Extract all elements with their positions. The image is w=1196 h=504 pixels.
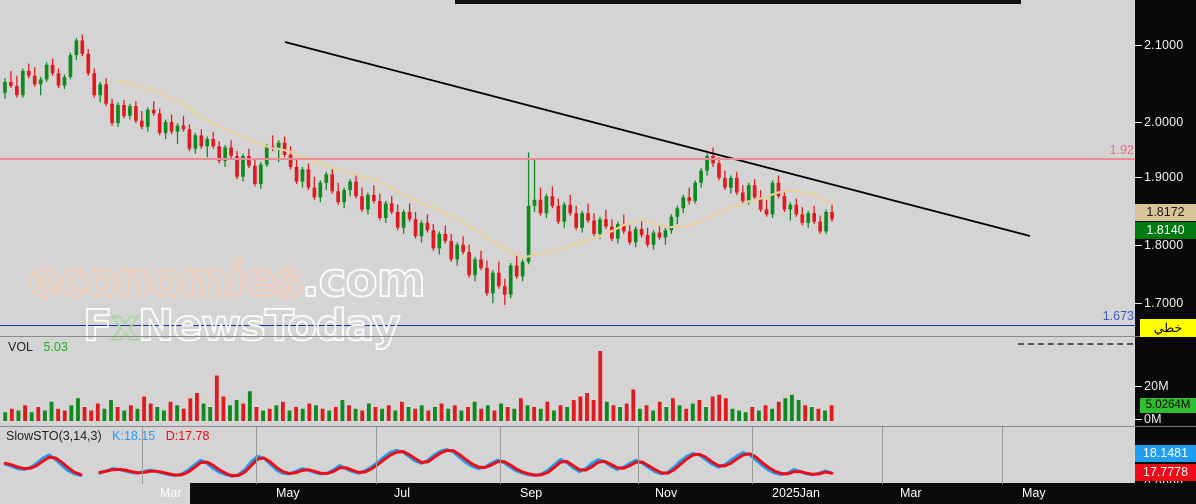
drawing-mode-button[interactable]: خطي — [1140, 319, 1196, 337]
volume-indicator-name: VOL — [8, 340, 34, 354]
volume-panel[interactable] — [0, 338, 1135, 426]
time-gridline — [376, 427, 377, 484]
support-label: 1.673 — [1102, 309, 1134, 323]
stochastic-d-label: D:17.78 — [165, 429, 210, 443]
volume-dashed-guide — [1018, 343, 1133, 345]
stochastic-k-label: K:18.15 — [112, 429, 156, 443]
volume-value-tag: 5.0264M — [1140, 398, 1196, 413]
stochastic-d-tag: 17.7778 — [1135, 464, 1196, 481]
axis-tick — [1135, 177, 1142, 178]
volume-bars — [3, 351, 834, 421]
volume-indicator-title[interactable]: VOL 5.03 — [8, 340, 75, 354]
time-gridline — [500, 427, 501, 484]
bid-price-tag: 1.8172 — [1135, 204, 1196, 221]
axis-tick-label: 2.0000 — [1144, 115, 1184, 129]
time-axis-label: Sep — [520, 486, 543, 500]
panel-divider-volume-stoch — [0, 426, 1196, 427]
axis-tick — [1135, 386, 1142, 387]
time-gridline — [752, 427, 753, 484]
stochastic-indicator-title[interactable]: SlowSTO(3,14,3) K:18.15 D:17.78 — [6, 429, 217, 443]
axis-tick — [1135, 45, 1142, 46]
axis-tick-label: 1.9000 — [1144, 170, 1184, 184]
top-time-bar — [455, 0, 1021, 4]
time-gridline — [638, 427, 639, 484]
time-axis-label: Jul — [394, 486, 410, 500]
candlestick-series — [3, 34, 1031, 305]
axis-tick — [1135, 303, 1142, 304]
axis-tick-label: 0M — [1144, 412, 1162, 426]
time-axis-label: Mar — [160, 486, 182, 500]
time-axis-label: Mar — [900, 486, 922, 500]
time-gridline — [142, 427, 143, 484]
axis-tick — [1135, 122, 1142, 123]
time-gridline — [882, 427, 883, 484]
stochastic-panel[interactable] — [0, 428, 1135, 483]
axis-tick-label: 20M — [1144, 379, 1169, 393]
axis-tick-label: 1.8000 — [1144, 238, 1184, 252]
price-panel[interactable] — [0, 0, 1135, 336]
time-axis-label: 2025Jan — [772, 486, 820, 500]
axis-tick — [1135, 245, 1142, 246]
support-line[interactable] — [0, 325, 1135, 326]
time-axis-label: Nov — [655, 486, 678, 500]
axis-tick-label: 2.1000 — [1144, 38, 1184, 52]
time-axis-left-filler — [0, 483, 190, 504]
stochastic-series — [3, 448, 834, 478]
axis-tick — [1135, 419, 1142, 420]
time-axis-label: May — [1022, 486, 1046, 500]
panel-divider-price-volume — [0, 336, 1196, 337]
resistance-line[interactable] — [0, 158, 1135, 160]
axis-tick-label: 1.7000 — [1144, 296, 1184, 310]
resistance-label: 1.92 — [1109, 143, 1134, 157]
stochastic-indicator-name: SlowSTO(3,14,3) — [6, 429, 102, 443]
stochastic-k-tag: 18.1481 — [1135, 445, 1196, 462]
time-axis-label: May — [276, 486, 300, 500]
time-axis[interactable]: Mar May Jul Sep Nov 2025Jan Mar May — [160, 483, 1196, 504]
last-price-tag: 1.8140 — [1135, 222, 1196, 239]
axis-panel-divider — [1135, 426, 1196, 427]
volume-indicator-value: 5.03 — [43, 340, 68, 354]
time-gridline — [256, 427, 257, 484]
time-gridline — [1002, 427, 1003, 484]
